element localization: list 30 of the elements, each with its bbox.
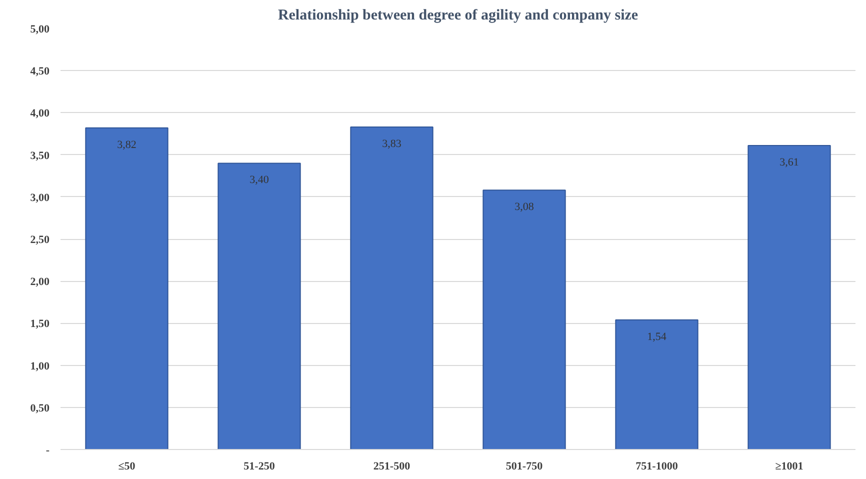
data-label: 1,54 — [647, 330, 667, 343]
y-tick-label: 1,50 — [30, 318, 50, 330]
y-tick-label: 0,50 — [30, 402, 50, 414]
x-tick-label: ≤50 — [118, 460, 136, 472]
y-tick-label: - — [46, 444, 50, 456]
x-tick-label: ≥1001 — [775, 460, 804, 472]
x-tick-label: 251-500 — [373, 460, 411, 472]
y-tick-label: 3,50 — [30, 150, 50, 162]
data-label: 3,82 — [117, 138, 136, 151]
y-tick-label: 1,00 — [30, 360, 50, 372]
y-tick-label: 5,00 — [30, 24, 50, 36]
y-tick-label: 3,00 — [30, 192, 50, 204]
bar — [85, 127, 168, 450]
data-label: 3,61 — [780, 156, 799, 169]
bar — [218, 162, 301, 450]
y-tick-label: 2,50 — [30, 234, 50, 246]
data-label: 3,83 — [382, 138, 402, 150]
y-tick-label: 4,00 — [30, 108, 50, 120]
y-tick-label: 2,00 — [30, 276, 50, 288]
data-label: 3,40 — [250, 174, 270, 186]
bar — [615, 319, 698, 450]
x-tick-label: 751-1000 — [636, 460, 678, 472]
bar — [748, 145, 831, 450]
bar — [482, 190, 566, 450]
x-tick-label: 51-250 — [244, 460, 276, 472]
bar — [350, 126, 434, 450]
data-label: 3,08 — [514, 201, 534, 214]
chart-title: Relationship between degree of agility and company size — [278, 8, 638, 24]
x-tick-label: 501-750 — [506, 460, 544, 472]
y-tick-label: 4,50 — [30, 66, 50, 78]
